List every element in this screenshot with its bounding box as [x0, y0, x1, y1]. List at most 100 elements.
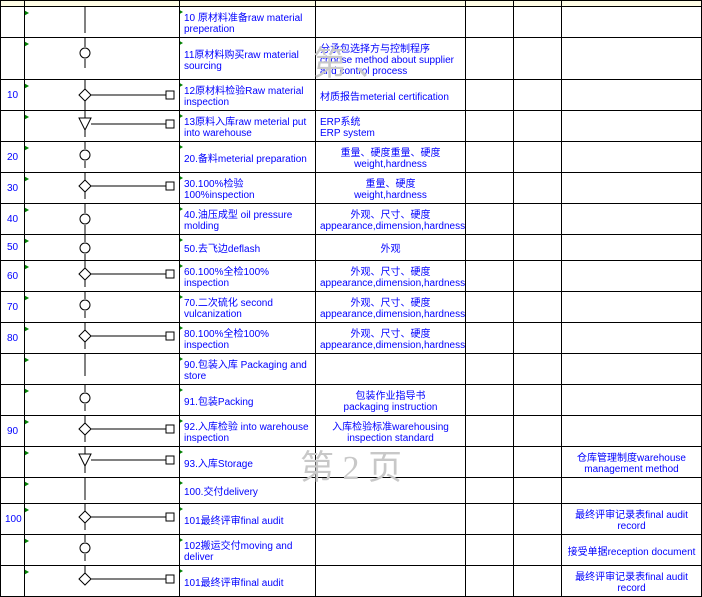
- col5: [466, 142, 514, 173]
- row-number: 10: [1, 80, 25, 111]
- row-number: [1, 447, 25, 478]
- col6: [514, 261, 562, 292]
- col6: [514, 566, 562, 597]
- col5: [466, 7, 514, 38]
- specification: 重量、硬度weight,hardness: [316, 173, 466, 204]
- flow-cell: [25, 235, 180, 261]
- step-description: 80.100%全检100% inspection: [180, 323, 316, 354]
- col5: [466, 261, 514, 292]
- row-number: [1, 535, 25, 566]
- step-description: 102搬运交付moving and deliver: [180, 535, 316, 566]
- row-number: 30: [1, 173, 25, 204]
- record-doc: [562, 261, 702, 292]
- col6: [514, 478, 562, 504]
- col6: [514, 354, 562, 385]
- flow-cell: [25, 535, 180, 566]
- step-description: 60.100%全检100% inspection: [180, 261, 316, 292]
- flow-cell: [25, 261, 180, 292]
- record-doc: 接受单据reception document: [562, 535, 702, 566]
- record-doc: [562, 354, 702, 385]
- flow-cell: [25, 38, 180, 80]
- row-number: 60: [1, 261, 25, 292]
- flow-cell: [25, 80, 180, 111]
- specification: [316, 447, 466, 478]
- col6: [514, 447, 562, 478]
- flow-cell: [25, 447, 180, 478]
- col5: [466, 447, 514, 478]
- col5: [466, 111, 514, 142]
- specification: [316, 504, 466, 535]
- record-doc: [562, 292, 702, 323]
- specification: ERP系统ERP system: [316, 111, 466, 142]
- row-number: [1, 7, 25, 38]
- record-doc: [562, 111, 702, 142]
- record-doc: [562, 38, 702, 80]
- record-doc: 最终评审记录表final audit record: [562, 566, 702, 597]
- col5: [466, 204, 514, 235]
- row-number: 80: [1, 323, 25, 354]
- col6: [514, 7, 562, 38]
- flow-cell: [25, 478, 180, 504]
- flow-cell: [25, 354, 180, 385]
- flow-cell: [25, 292, 180, 323]
- specification: 分承包选择方与控制程序choose method about supplier …: [316, 38, 466, 80]
- step-description: 100.交付delivery: [180, 478, 316, 504]
- col6: [514, 38, 562, 80]
- col5: [466, 80, 514, 111]
- row-number: 90: [1, 416, 25, 447]
- step-description: 10 原材料准备raw material preperation: [180, 7, 316, 38]
- specification: [316, 354, 466, 385]
- step-description: 70.二次硫化 second vulcanization: [180, 292, 316, 323]
- step-description: 13原料入库raw meterial put into warehouse: [180, 111, 316, 142]
- col6: [514, 173, 562, 204]
- specification: 包装作业指导书packaging instruction: [316, 385, 466, 416]
- col5: [466, 385, 514, 416]
- record-doc: [562, 323, 702, 354]
- step-description: 90.包装入库 Packaging and store: [180, 354, 316, 385]
- specification: 外观、尺寸、硬度appearance,dimension,hardness: [316, 323, 466, 354]
- row-number: [1, 38, 25, 80]
- col6: [514, 111, 562, 142]
- col6: [514, 504, 562, 535]
- record-doc: [562, 204, 702, 235]
- step-description: 50.去飞边deflash: [180, 235, 316, 261]
- col5: [466, 504, 514, 535]
- col6: [514, 142, 562, 173]
- col6: [514, 323, 562, 354]
- step-description: 20.备料meterial preparation: [180, 142, 316, 173]
- specification: [316, 566, 466, 597]
- row-number: 40: [1, 204, 25, 235]
- col5: [466, 478, 514, 504]
- specification: 材质报告meterial certification: [316, 80, 466, 111]
- step-description: 30.100%检验 100%inspection: [180, 173, 316, 204]
- step-description: 93.入库Storage: [180, 447, 316, 478]
- col6: [514, 292, 562, 323]
- record-doc: [562, 416, 702, 447]
- record-doc: 最终评审记录表final audit record: [562, 504, 702, 535]
- flow-cell: [25, 416, 180, 447]
- col5: [466, 38, 514, 80]
- record-doc: 仓库管理制度warehouse management method: [562, 447, 702, 478]
- specification: [316, 478, 466, 504]
- col5: [466, 235, 514, 261]
- col5: [466, 416, 514, 447]
- flow-cell: [25, 504, 180, 535]
- row-number: [1, 354, 25, 385]
- specification: 外观、尺寸、硬度appearance,dimension,hardness: [316, 204, 466, 235]
- process-flow-table: 10 原材料准备raw material preperation 11原材料购买…: [0, 0, 702, 597]
- col5: [466, 292, 514, 323]
- record-doc: [562, 478, 702, 504]
- record-doc: [562, 142, 702, 173]
- step-description: 91.包装Packing: [180, 385, 316, 416]
- col6: [514, 535, 562, 566]
- row-number: 70: [1, 292, 25, 323]
- col5: [466, 566, 514, 597]
- record-doc: [562, 235, 702, 261]
- row-number: 20: [1, 142, 25, 173]
- col6: [514, 416, 562, 447]
- record-doc: [562, 173, 702, 204]
- specification: [316, 535, 466, 566]
- flow-cell: [25, 204, 180, 235]
- flow-cell: [25, 566, 180, 597]
- col6: [514, 385, 562, 416]
